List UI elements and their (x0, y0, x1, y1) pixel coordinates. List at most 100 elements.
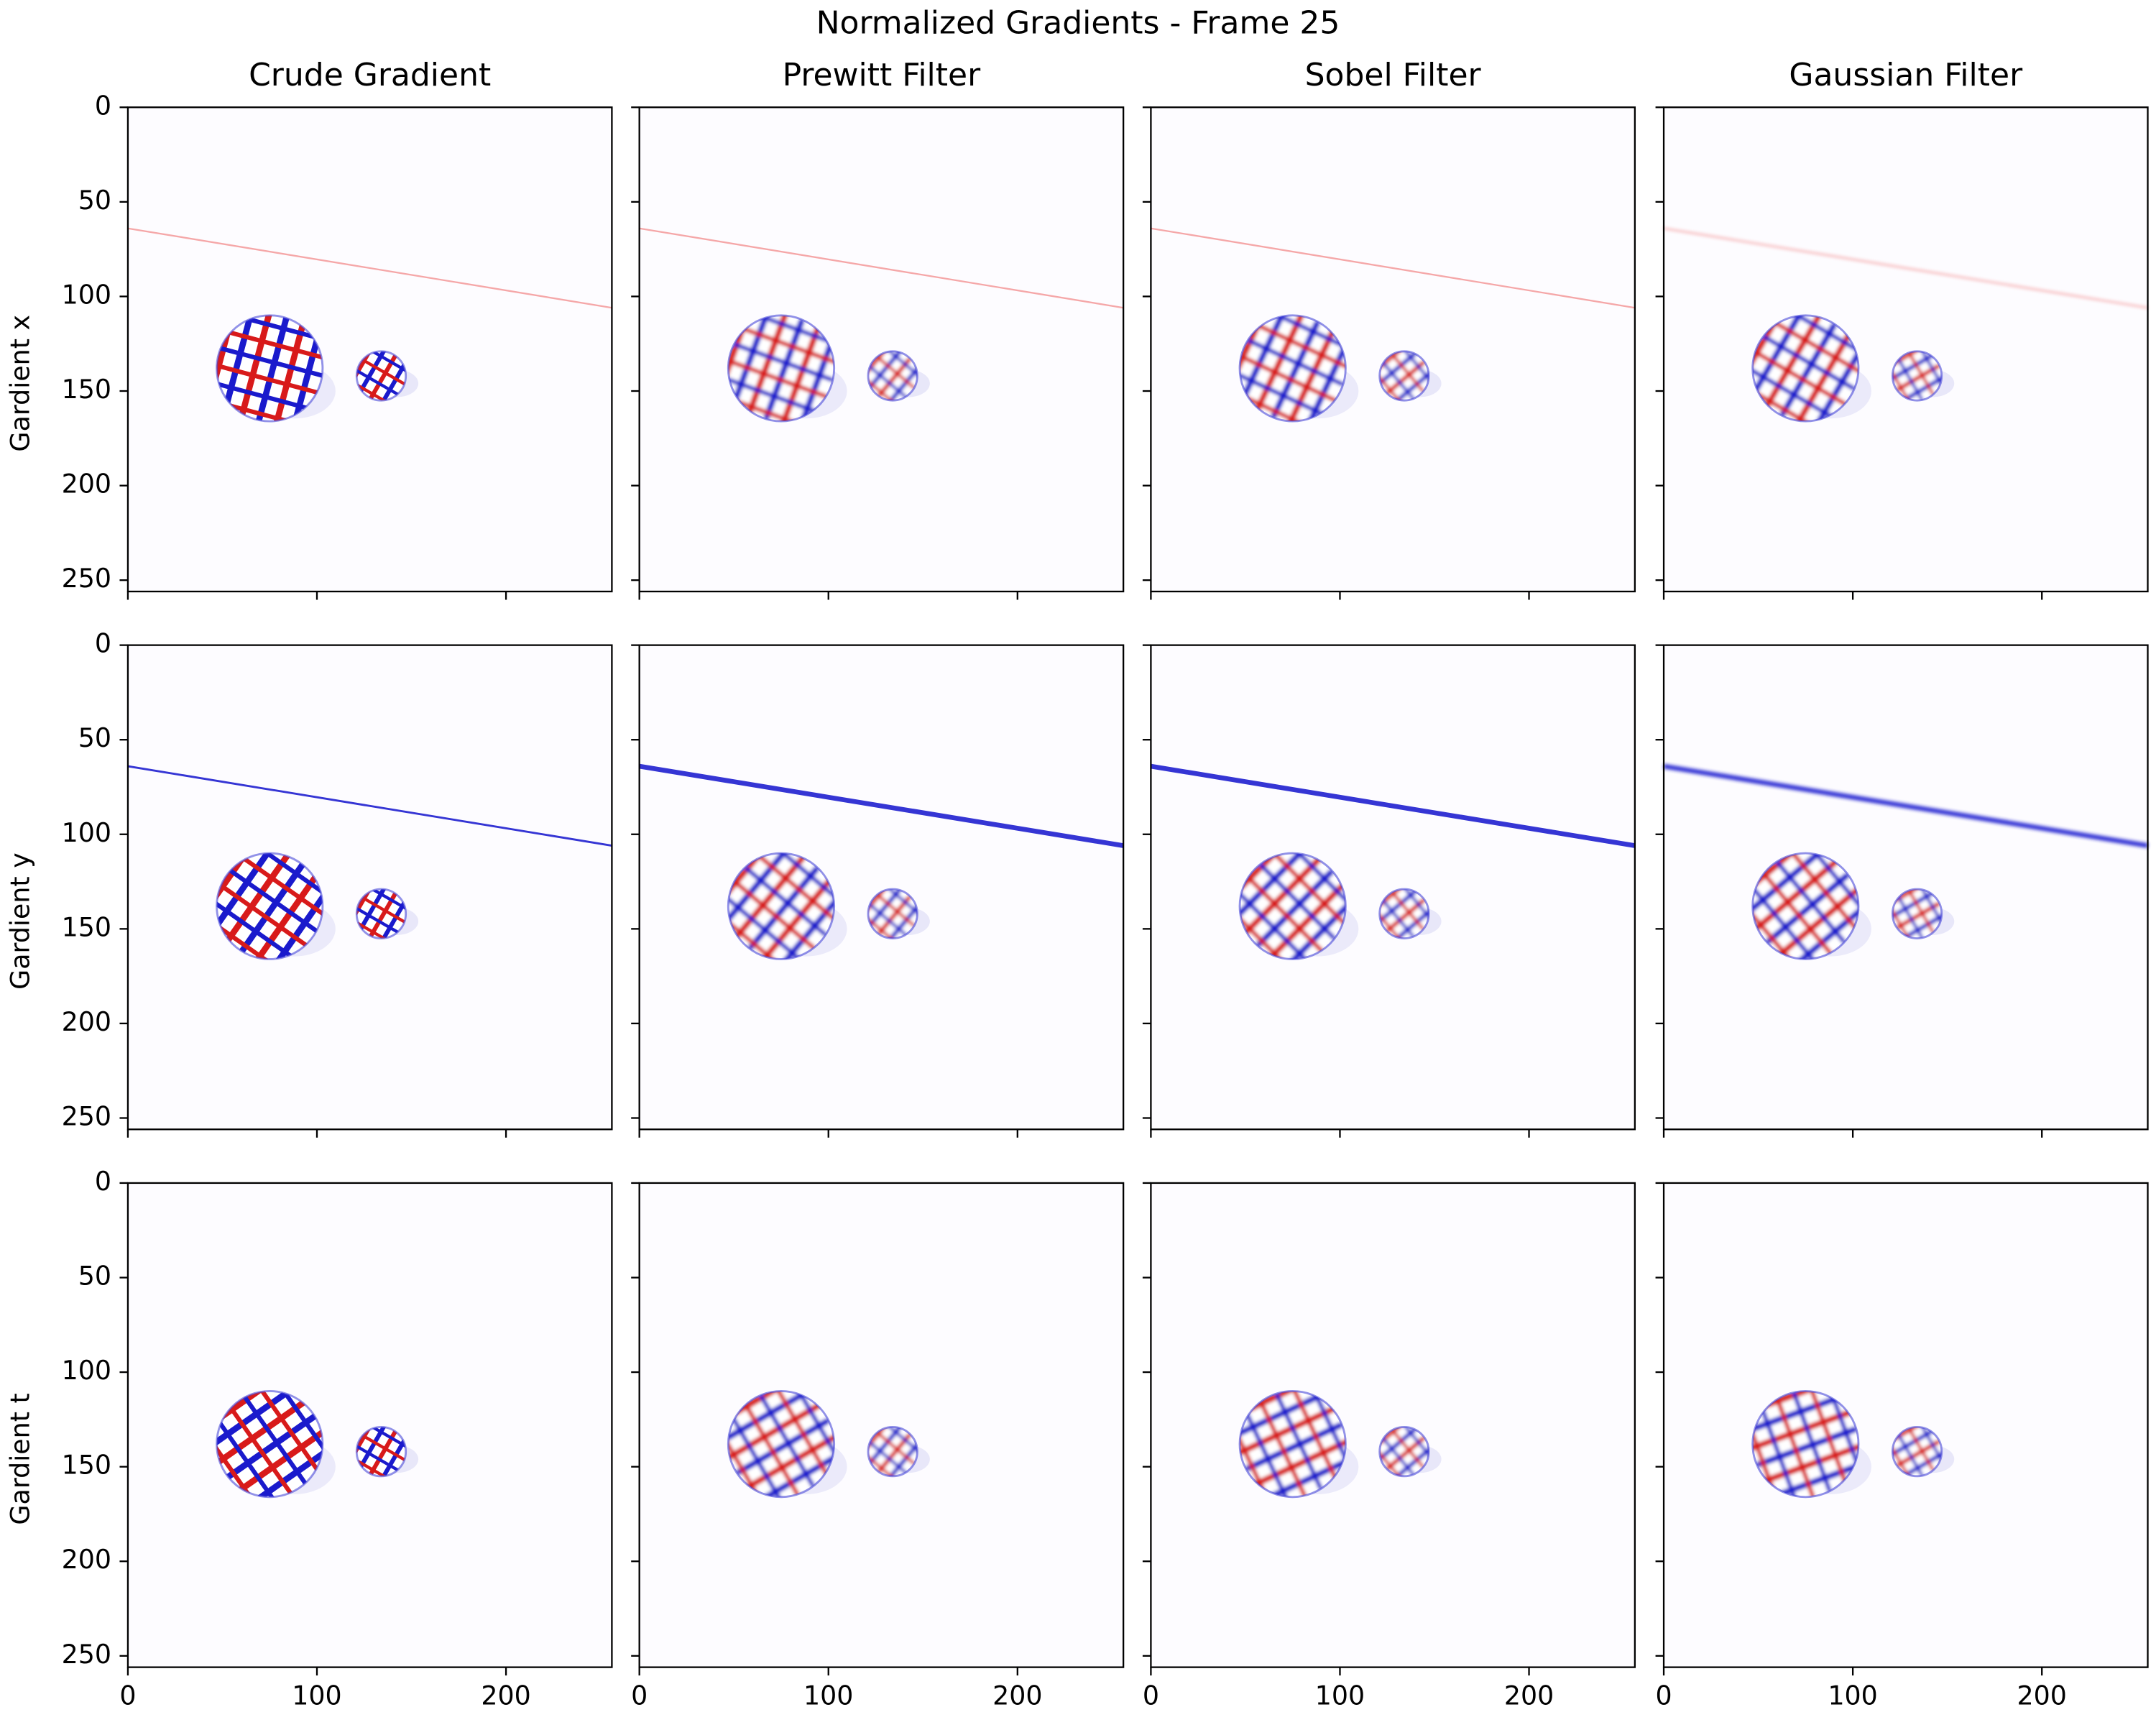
panel-frame (638, 644, 1125, 1131)
panel-bg (639, 107, 1124, 592)
stripe (379, 1436, 406, 1476)
panel-frame (1662, 1182, 2149, 1668)
y-tick-label: 100 (62, 279, 111, 310)
sphere-rim (355, 1425, 407, 1478)
x-tick-label: 0 (631, 1680, 648, 1711)
column-title: Sobel Filter (1305, 57, 1482, 93)
edge-line (1663, 227, 2148, 309)
stripes (356, 889, 406, 939)
stripes (216, 1391, 323, 1497)
stripe (229, 868, 318, 933)
stripe (886, 903, 918, 939)
stripe (1391, 353, 1425, 393)
sphere (728, 1391, 834, 1497)
stripe (1385, 898, 1426, 933)
sphere (356, 889, 406, 939)
stripe (356, 1444, 400, 1472)
stripe (1240, 369, 1330, 419)
sphere (867, 351, 918, 401)
stripes (1892, 1427, 1942, 1476)
sphere (216, 315, 323, 422)
stripe (1774, 1397, 1816, 1497)
panel-bg (1151, 1182, 1635, 1668)
stripe (886, 364, 918, 401)
stripe (758, 1394, 816, 1488)
stripes (216, 853, 323, 960)
panel (1655, 644, 2149, 1138)
stripe (1391, 1428, 1425, 1469)
stripe (1381, 898, 1416, 939)
sphere (1752, 853, 1859, 960)
stripe (224, 328, 323, 361)
panel-frame (1150, 1182, 1636, 1668)
column-title: Gaussian Filter (1789, 57, 2023, 93)
stripe (1261, 315, 1346, 355)
stripe (1825, 1391, 1859, 1481)
stripe (1779, 315, 1859, 361)
sphere-rim (1238, 1389, 1347, 1499)
stripe (369, 892, 397, 937)
stripe (739, 325, 834, 366)
stripe (1892, 1428, 1935, 1458)
stripe (1907, 1427, 1935, 1472)
panel: 0 50 100 150 200 250 0 100 200 Gardient t (5, 1166, 613, 1711)
stripes (728, 853, 834, 960)
stripe (1892, 353, 1935, 382)
stripe (1391, 891, 1425, 931)
sphere (216, 853, 323, 960)
stripe (883, 889, 918, 918)
panel-bg (1664, 645, 2148, 1130)
y-tick-label: 100 (62, 1355, 111, 1386)
stripe (883, 1427, 918, 1456)
sphere (1892, 1427, 1942, 1476)
sphere-rim (1378, 1425, 1430, 1478)
stripe (1752, 883, 1820, 960)
panel: Sobel Filter (1142, 57, 1636, 600)
panel-bg (639, 645, 1124, 1130)
stripe (1306, 1391, 1346, 1476)
stripe (358, 351, 387, 394)
stripe (1808, 1391, 1849, 1486)
stripe (1240, 887, 1312, 960)
stripe (1240, 853, 1297, 911)
panel-frame (1150, 644, 1636, 1131)
stripe (877, 1432, 912, 1473)
y-tick-label: 150 (62, 911, 111, 942)
sphere (1240, 1391, 1346, 1497)
panel: 0 100 200 (631, 1182, 1125, 1711)
row-label: Gardient y (5, 852, 36, 990)
y-tick-label: 0 (95, 1166, 111, 1197)
x-tick-label: 0 (1143, 1680, 1159, 1711)
stripe (249, 853, 323, 904)
y-tick-label: 50 (78, 1261, 111, 1292)
stripe (743, 1402, 801, 1497)
stripe (229, 315, 323, 344)
panel-bg (1151, 107, 1635, 592)
panel-frame (638, 1182, 1125, 1668)
sphere-rim (1238, 852, 1347, 960)
panel (631, 644, 1125, 1138)
edge-line (639, 227, 1124, 309)
sphere-rim (1238, 314, 1347, 423)
stripe (1761, 334, 1856, 391)
x-tick-label: 0 (119, 1680, 136, 1711)
stripe (1752, 853, 1816, 905)
stripe (728, 358, 828, 399)
panel-bg (127, 645, 612, 1130)
stripe (216, 1415, 279, 1497)
stripe (1753, 349, 1848, 407)
panel-frame (126, 1182, 613, 1668)
stripe (1758, 1403, 1799, 1497)
stripe (1379, 1427, 1418, 1462)
stripe (875, 893, 916, 928)
stripe (367, 1427, 406, 1451)
x-tick-label: 200 (992, 1680, 1042, 1711)
stripe (1897, 895, 1925, 939)
stripe (1895, 901, 1941, 930)
sphere-rim (1891, 1425, 1943, 1478)
stripe (369, 1430, 397, 1476)
stripe (1274, 1392, 1323, 1491)
x-tick-label: 200 (2017, 1680, 2067, 1711)
sphere-rim (355, 888, 407, 939)
column-title: Crude Gradient (249, 57, 491, 93)
